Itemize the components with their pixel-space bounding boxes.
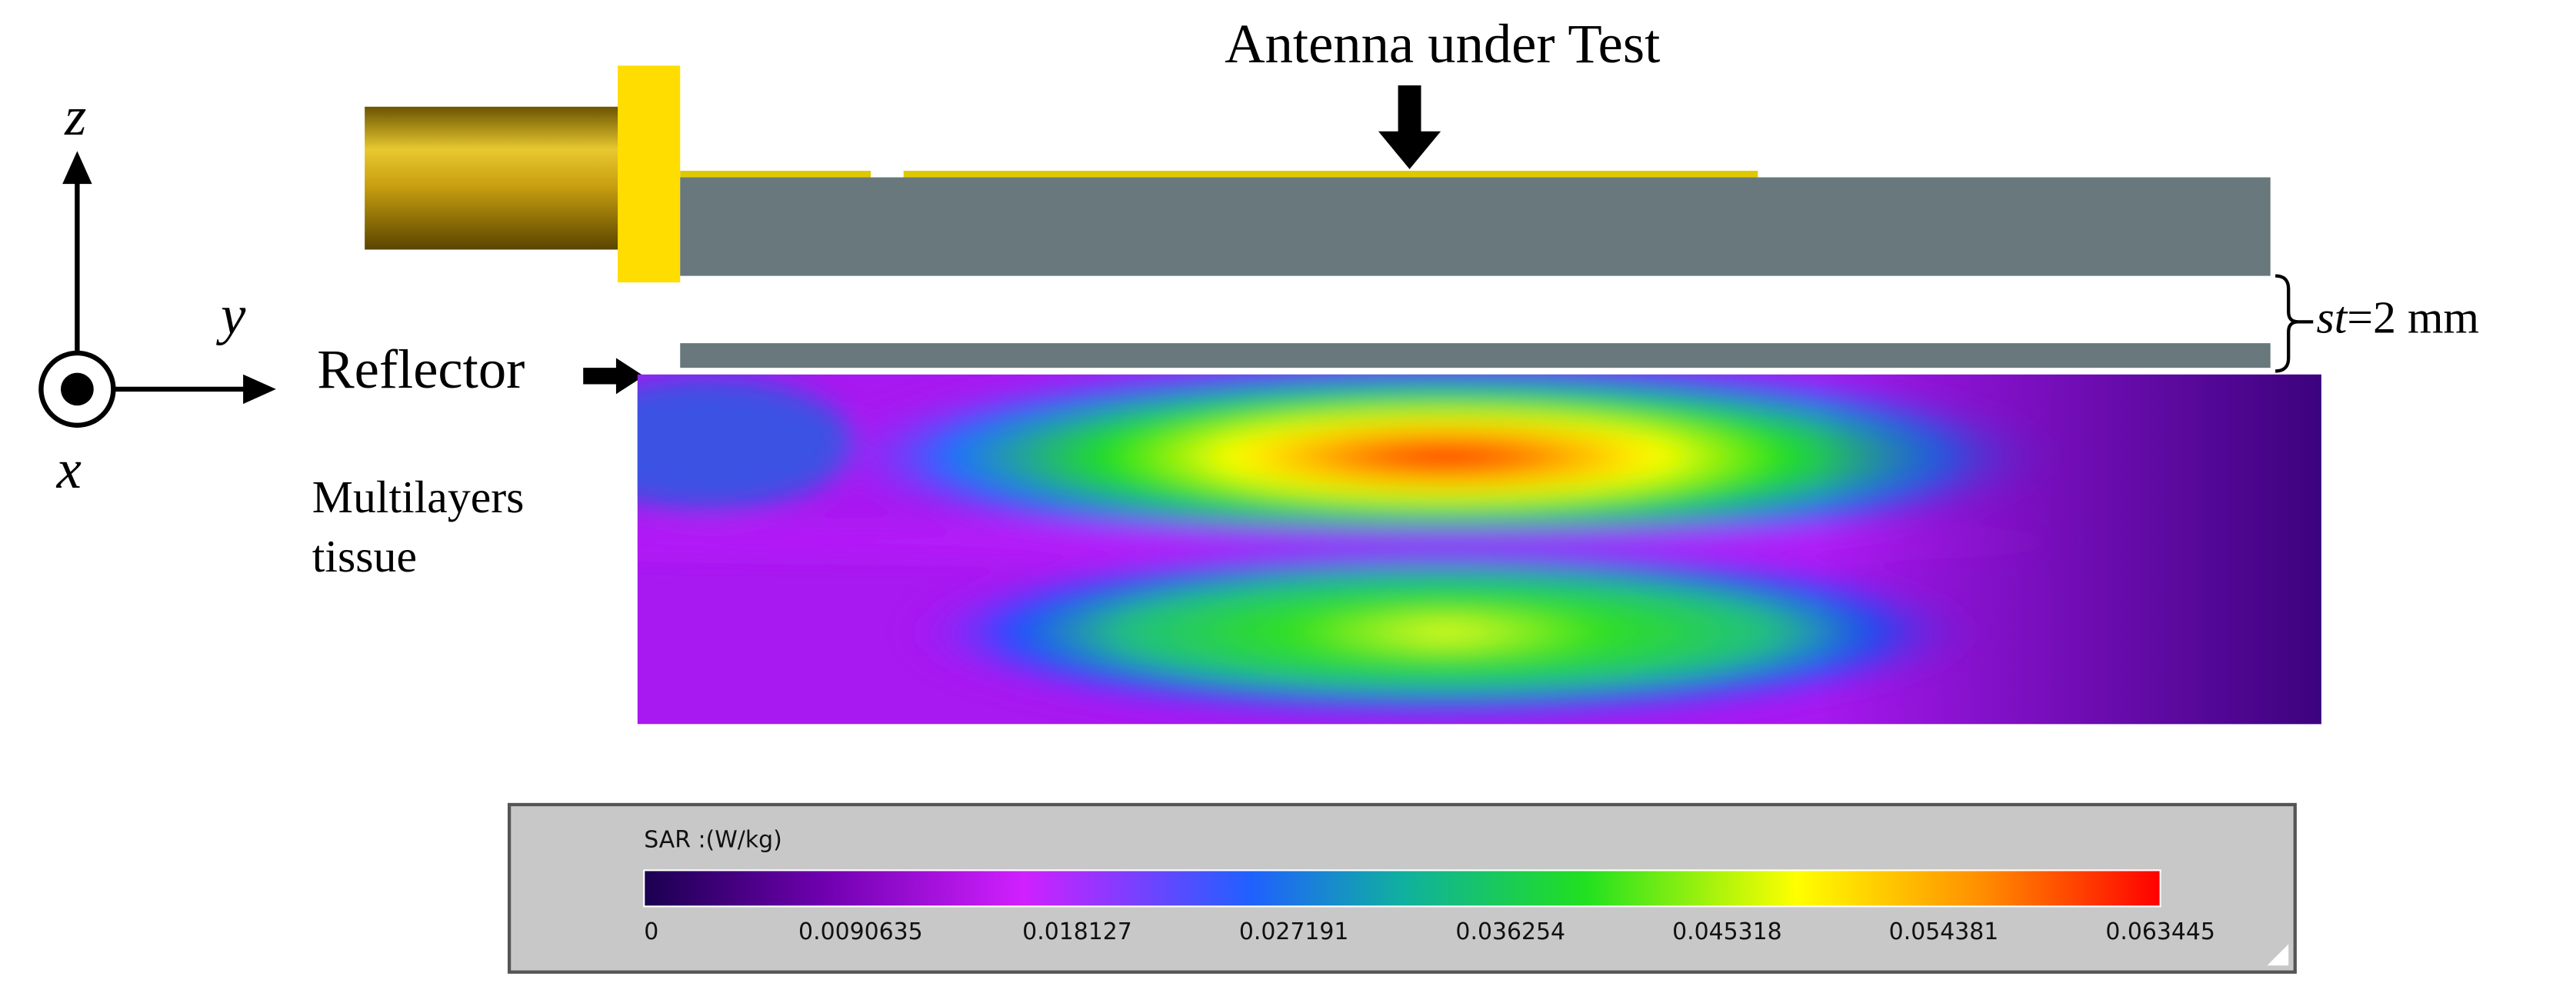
colorbar-tick-label: 0.054381 [1889, 918, 1999, 945]
colorbar-tick-label: 0.045318 [1672, 918, 1782, 945]
reflector [680, 343, 2271, 368]
patch [903, 171, 1758, 178]
z-arrowhead [62, 151, 92, 185]
colorbar-tick-label: 0 [644, 918, 658, 945]
antenna [680, 177, 2271, 276]
arrow-down [1378, 85, 1441, 169]
colorbar-tick-label: 0.027191 [1239, 918, 1349, 945]
z-label: z [64, 85, 86, 147]
arrow-right [583, 358, 645, 395]
colorbar-tick-label: 0.0090635 [798, 918, 923, 945]
colorbar-tick-label: 0.036254 [1455, 918, 1565, 945]
spacing-symbol: st [2317, 292, 2348, 342]
tissue-label: Multilayers [312, 472, 525, 522]
y-label: y [215, 283, 246, 345]
colorbar-tick-label: 0.063445 [2105, 918, 2215, 945]
sar-map [637, 374, 2321, 725]
connector [365, 106, 622, 250]
colorbar-tick-label: 0.018127 [1022, 918, 1132, 945]
colorbar-title: SAR :(W/kg) [644, 826, 782, 853]
x-axis-dot [61, 372, 94, 406]
spacing-text: =2 mm [2347, 292, 2479, 342]
flange [618, 65, 681, 283]
reflector-label: Reflector [317, 338, 525, 400]
tissue-label: tissue [312, 531, 417, 582]
title: Antenna under Test [1225, 12, 1660, 75]
colorbar [643, 869, 2161, 908]
bracket [2275, 274, 2299, 373]
patch [680, 171, 871, 178]
x-label: x [56, 438, 82, 500]
y-arrowhead [243, 374, 276, 405]
spacing-label: st=2 mm [2317, 292, 2479, 342]
colorbar-ticks: 0 0.0090635 0.018127 0.027191 0.036254 0.0453… [644, 918, 2215, 945]
